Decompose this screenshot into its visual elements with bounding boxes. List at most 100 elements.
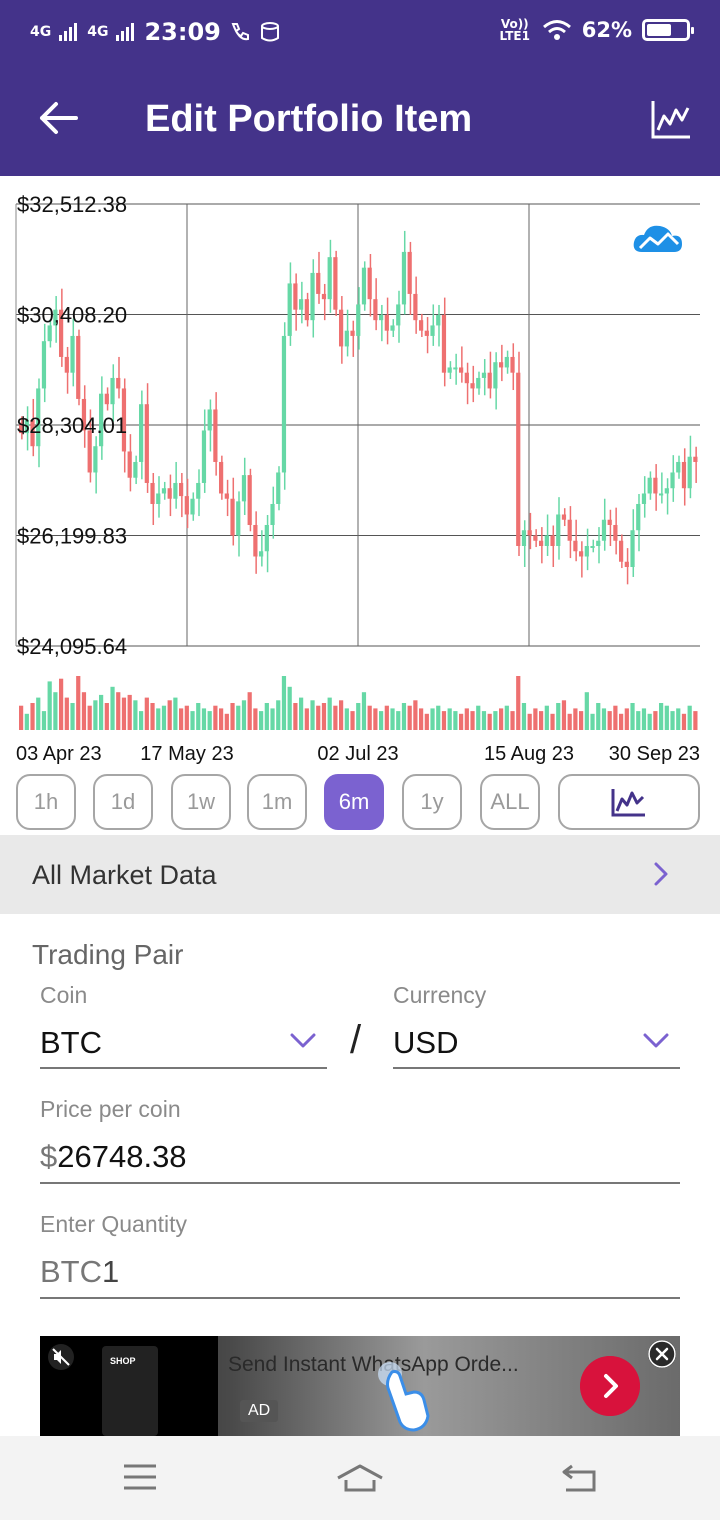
volume-bar: [441, 711, 447, 730]
volume-bar: [127, 694, 132, 730]
candle-body: [150, 482, 155, 504]
range-button-1w[interactable]: 1w: [171, 774, 231, 830]
coin-label: Coin: [40, 982, 88, 1008]
volume-bar: [464, 708, 469, 730]
range-button-1h[interactable]: 1h: [16, 774, 76, 830]
ad-banner[interactable]: SHOP Send Instant WhatsApp Orde... AD: [40, 1336, 680, 1436]
volume-bar: [396, 711, 401, 730]
coin-select[interactable]: BTC: [40, 1025, 102, 1060]
volume-bar: [539, 711, 544, 730]
clock: 23:09: [144, 18, 221, 46]
candle-body: [613, 524, 618, 541]
x-tick-label: 15 Aug 23: [484, 743, 574, 765]
volume-bar: [367, 705, 372, 730]
volume-bar: [613, 705, 618, 730]
volume-bar: [356, 703, 361, 730]
volume-bar: [384, 705, 389, 730]
candle-body: [481, 372, 487, 378]
candle-body: [521, 530, 527, 546]
volume-bar: [516, 676, 521, 730]
volume-bar: [641, 708, 647, 730]
volume-bar: [133, 700, 138, 730]
back-icon[interactable]: [560, 1462, 598, 1494]
candle-body: [596, 540, 601, 546]
volume-bar: [521, 703, 527, 730]
home-icon[interactable]: [336, 1462, 384, 1494]
range-button-1d[interactable]: 1d: [93, 774, 153, 830]
volume-bar: [321, 703, 327, 730]
ad-phone-image: [102, 1346, 158, 1436]
candle-body: [579, 551, 584, 557]
volume-bar: [253, 708, 258, 730]
chart-style-button[interactable]: [558, 774, 700, 830]
chart-icon[interactable]: [650, 98, 692, 140]
candle-body: [127, 451, 132, 478]
candle-body: [36, 388, 41, 447]
volume-bar: [619, 713, 624, 730]
storage-icon: [260, 22, 279, 42]
volume-bar: [624, 708, 629, 730]
menu-icon[interactable]: [122, 1462, 158, 1492]
candle-body: [139, 404, 144, 462]
range-button-6m[interactable]: 6m: [324, 774, 384, 830]
candle-body: [201, 430, 207, 483]
close-icon[interactable]: [648, 1340, 676, 1368]
candle-body: [287, 283, 292, 336]
candle-body: [19, 422, 24, 434]
candle-body: [327, 257, 332, 300]
candle-body: [99, 393, 104, 447]
candle-body: [270, 503, 275, 525]
range-button-1y[interactable]: 1y: [402, 774, 462, 830]
price-underline: [40, 1182, 680, 1184]
currency-select[interactable]: USD: [393, 1025, 459, 1060]
candle-body: [567, 519, 572, 541]
candle-body: [670, 472, 675, 489]
currency-underline: [393, 1067, 680, 1069]
volume-bar: [36, 697, 41, 730]
candle-body: [190, 498, 195, 515]
candle-body: [276, 472, 281, 504]
chevron-down-icon[interactable]: [290, 1033, 316, 1049]
candle-body: [619, 540, 624, 562]
volume-bar: [81, 692, 87, 730]
volume-bar: [270, 708, 275, 730]
mute-icon[interactable]: [48, 1344, 74, 1370]
battery-percent: 62%: [581, 18, 632, 42]
volume-bar: [493, 711, 498, 730]
volume-bar: [327, 697, 332, 730]
chevron-down-icon[interactable]: [643, 1033, 669, 1049]
volume-bar: [664, 705, 669, 730]
quantity-label: Enter Quantity: [40, 1211, 188, 1237]
ad-cta-button[interactable]: [580, 1356, 640, 1416]
volume-bar: [413, 700, 418, 730]
currency-label: Currency: [393, 982, 487, 1008]
candle-body: [224, 493, 229, 499]
price-input[interactable]: $26748.38: [40, 1139, 187, 1175]
ad-badge: AD: [240, 1400, 279, 1422]
volume-bar: [579, 711, 584, 730]
arrow-left-icon[interactable]: [36, 96, 80, 140]
x-tick-label: 02 Jul 23: [317, 743, 398, 765]
pair-separator: /: [350, 1018, 362, 1062]
range-button-1m[interactable]: 1m: [247, 774, 307, 830]
volume-bar: [59, 678, 64, 730]
price-chart[interactable]: $32,512.38 $30,408.20 $28,304.01 $26,199.83…: [0, 176, 720, 770]
price-label: Price per coin: [40, 1096, 181, 1122]
quantity-input[interactable]: BTC1: [40, 1254, 119, 1290]
candle-body: [47, 325, 52, 342]
volume-bar: [459, 713, 464, 730]
candle-body: [104, 393, 109, 405]
trading-pair-title: Trading Pair: [32, 939, 184, 970]
volume-bar: [419, 708, 424, 730]
all-market-data-row[interactable]: All Market Data: [0, 835, 720, 914]
candle-body: [207, 409, 212, 431]
range-button-all[interactable]: ALL: [480, 774, 540, 830]
volume-bar: [241, 700, 247, 730]
volume-bar: [76, 676, 81, 730]
candle-body: [70, 335, 75, 373]
candle-body: [681, 461, 687, 489]
volume-bar: [487, 713, 492, 730]
candle-body: [459, 367, 464, 373]
volume-bar: [590, 713, 595, 730]
candle-body: [419, 320, 424, 331]
